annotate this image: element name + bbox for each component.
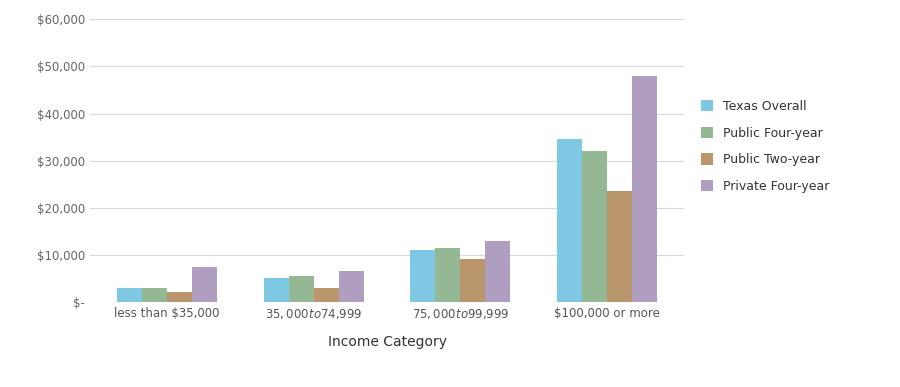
Bar <box>485 241 510 302</box>
Bar <box>264 278 289 302</box>
Bar <box>608 191 632 302</box>
Bar <box>461 260 485 302</box>
Bar <box>117 288 142 302</box>
X-axis label: Income Category: Income Category <box>328 335 446 349</box>
Bar <box>289 276 313 302</box>
Bar <box>557 139 582 302</box>
Bar <box>142 288 166 302</box>
Bar <box>192 267 217 302</box>
Bar <box>166 293 192 302</box>
Bar <box>582 151 608 302</box>
Bar <box>632 76 657 302</box>
Bar <box>313 288 338 302</box>
Legend: Texas Overall, Public Four-year, Public Two-year, Private Four-year: Texas Overall, Public Four-year, Public … <box>696 95 835 198</box>
Bar <box>410 250 436 302</box>
Bar <box>436 248 461 302</box>
Bar <box>338 271 364 302</box>
